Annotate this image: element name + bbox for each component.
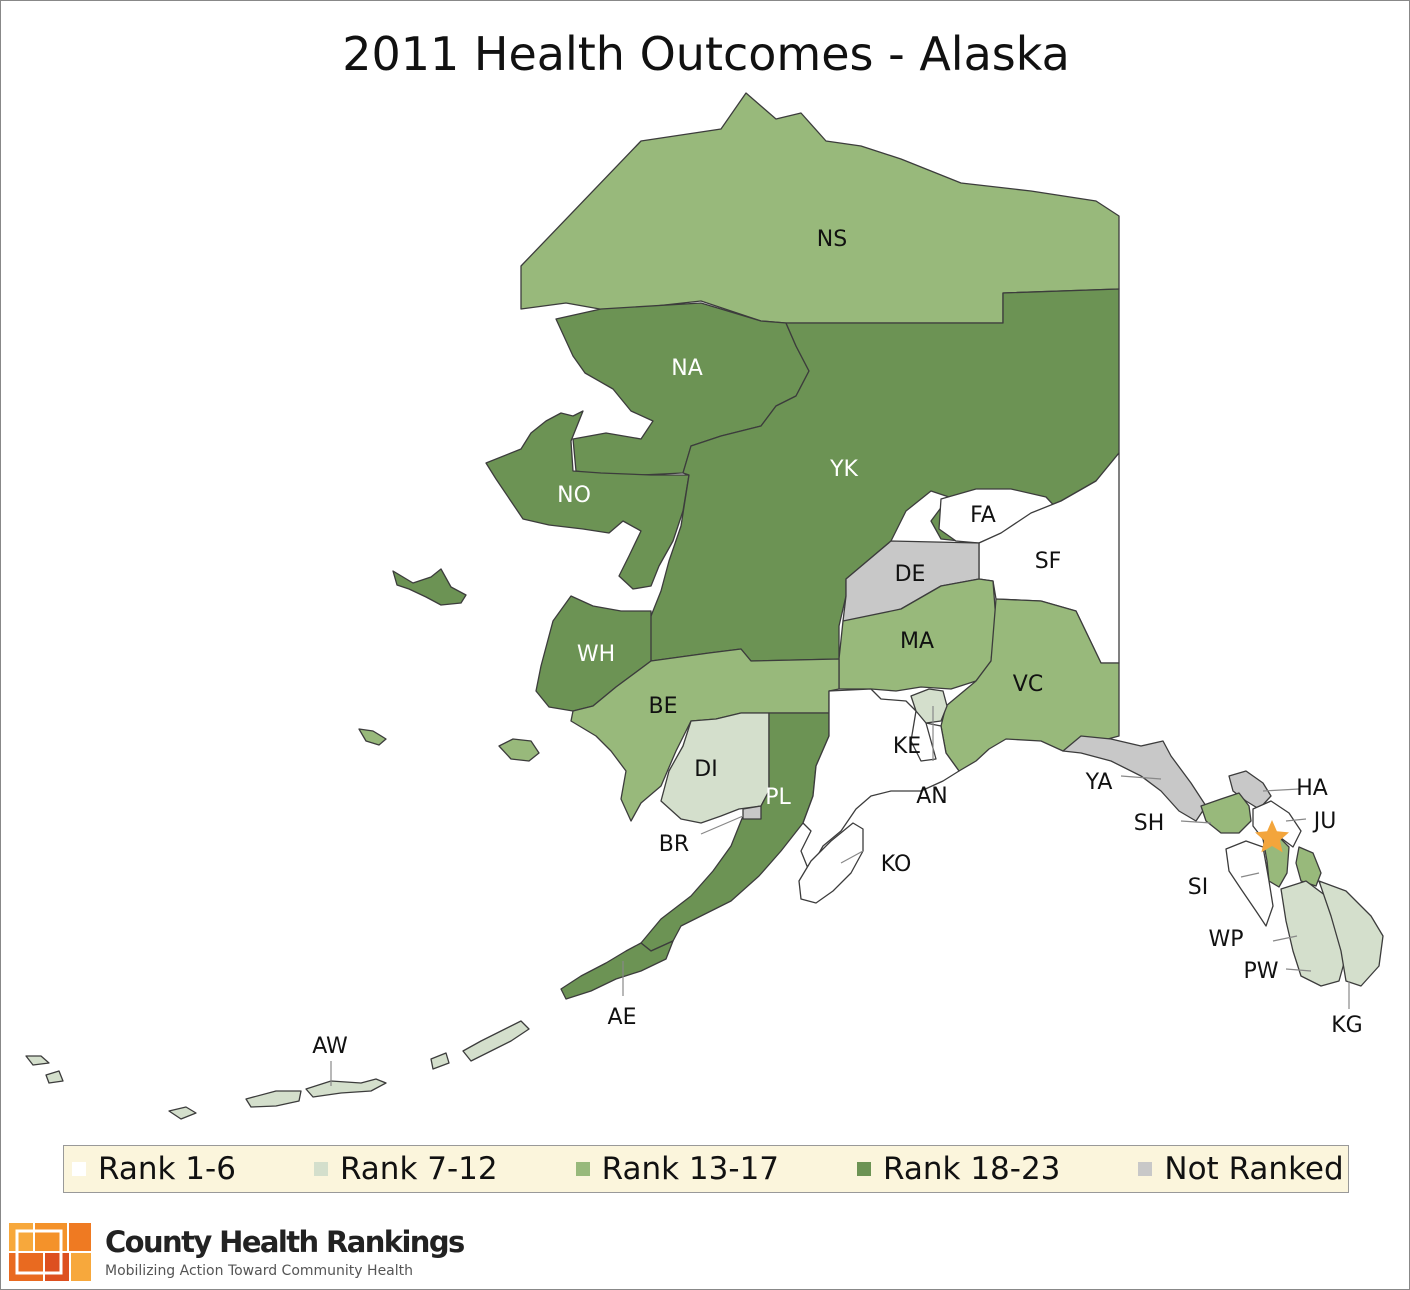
label-fa: FA: [970, 503, 996, 528]
label-yk: YK: [829, 457, 858, 482]
label-pl: PL: [765, 785, 791, 810]
label-be: BE: [649, 694, 678, 719]
label-no: NO: [557, 483, 591, 508]
map-legend: Rank 1-6 Rank 7-12 Rank 13-17 Rank 18-23…: [63, 1145, 1349, 1193]
label-si: SI: [1188, 875, 1208, 900]
region-be[interactable]: [570, 648, 840, 822]
region-an[interactable]: [910, 688, 948, 724]
label-de: DE: [895, 562, 926, 587]
region-aw-island-4[interactable]: [168, 1106, 197, 1120]
label-br: BR: [659, 832, 689, 857]
label-ke: KE: [893, 734, 921, 759]
label-ko: KO: [881, 852, 912, 877]
label-ae: AE: [608, 1005, 637, 1030]
legend-label: Rank 7-12: [339, 1151, 498, 1187]
region-aw-island-3[interactable]: [245, 1090, 302, 1108]
region-aw-island-5[interactable]: [25, 1055, 50, 1066]
legend-item-rank-13-17: Rank 13-17: [568, 1151, 779, 1187]
map-title: 2011 Health Outcomes - Alaska: [342, 27, 1070, 81]
label-sf: SF: [1035, 549, 1062, 574]
region-ke[interactable]: [800, 688, 960, 872]
label-aw: AW: [312, 1034, 348, 1059]
label-di: DI: [694, 757, 717, 782]
label-ns: NS: [817, 227, 847, 252]
brand-block: County Health Rankings Mobilizing Action…: [7, 1221, 465, 1283]
label-sh: SH: [1134, 811, 1165, 836]
region-si[interactable]: [1225, 840, 1274, 927]
region-be-island[interactable]: [498, 738, 540, 762]
label-wp: WP: [1208, 927, 1243, 952]
legend-swatch: [575, 1162, 590, 1176]
region-wp[interactable]: [1295, 846, 1322, 887]
legend-item-rank-7-12: Rank 7-12: [306, 1151, 498, 1187]
region-vc[interactable]: [940, 598, 1120, 772]
label-ma: MA: [900, 629, 934, 654]
label-ha: HA: [1296, 776, 1328, 801]
legend-swatch: [857, 1162, 872, 1176]
label-pw: PW: [1243, 959, 1278, 984]
label-na: NA: [671, 356, 703, 381]
region-aw-island-1[interactable]: [430, 1052, 450, 1070]
legend-item-rank-1-6: Rank 1-6: [64, 1151, 236, 1187]
label-kg: KG: [1331, 1013, 1362, 1038]
region-ae[interactable]: [560, 940, 674, 1000]
legend-swatch: [72, 1162, 86, 1176]
label-an: AN: [916, 784, 948, 809]
region-br[interactable]: [742, 805, 762, 820]
region-kg[interactable]: [1318, 880, 1384, 987]
region-di[interactable]: [660, 712, 770, 824]
brand-tagline: Mobilizing Action Toward Community Healt…: [105, 1263, 414, 1279]
region-no-island[interactable]: [392, 568, 467, 606]
region-aw-island-6[interactable]: [45, 1070, 64, 1084]
legend-label: Rank 18-23: [883, 1151, 1061, 1187]
region-sh[interactable]: [1200, 792, 1252, 834]
region-aw[interactable]: [462, 1020, 530, 1062]
legend-label: Rank 1-6: [98, 1151, 236, 1187]
region-labels: NS NA NO YK FA SF DE WH MA VC BE DI PL K…: [312, 227, 1363, 1059]
legend-item-rank-18-23: Rank 18-23: [849, 1151, 1060, 1187]
legend-swatch: [1138, 1162, 1153, 1176]
region-ko[interactable]: [798, 822, 864, 904]
label-ju: JU: [1312, 809, 1337, 834]
county-health-rankings-logo-icon: [7, 1221, 93, 1283]
juneau-star-icon: [1255, 820, 1289, 853]
legend-swatch: [313, 1162, 328, 1176]
region-no[interactable]: [485, 410, 690, 590]
region-aw-island-2[interactable]: [305, 1078, 387, 1098]
label-vc: VC: [1013, 672, 1043, 697]
region-ha[interactable]: [1228, 770, 1272, 810]
legend-label: Rank 13-17: [601, 1151, 780, 1187]
region-ya[interactable]: [1062, 735, 1207, 822]
legend-item-not-ranked: Not Ranked: [1130, 1151, 1344, 1187]
label-wh: WH: [577, 642, 615, 667]
region-ns[interactable]: [520, 92, 1120, 324]
leader-lines: [330, 706, 1350, 1086]
brand-name: County Health Rankings: [105, 1225, 465, 1259]
region-be-island-2[interactable]: [358, 728, 387, 746]
label-ya: YA: [1085, 770, 1113, 795]
legend-label: Not Ranked: [1164, 1151, 1344, 1187]
